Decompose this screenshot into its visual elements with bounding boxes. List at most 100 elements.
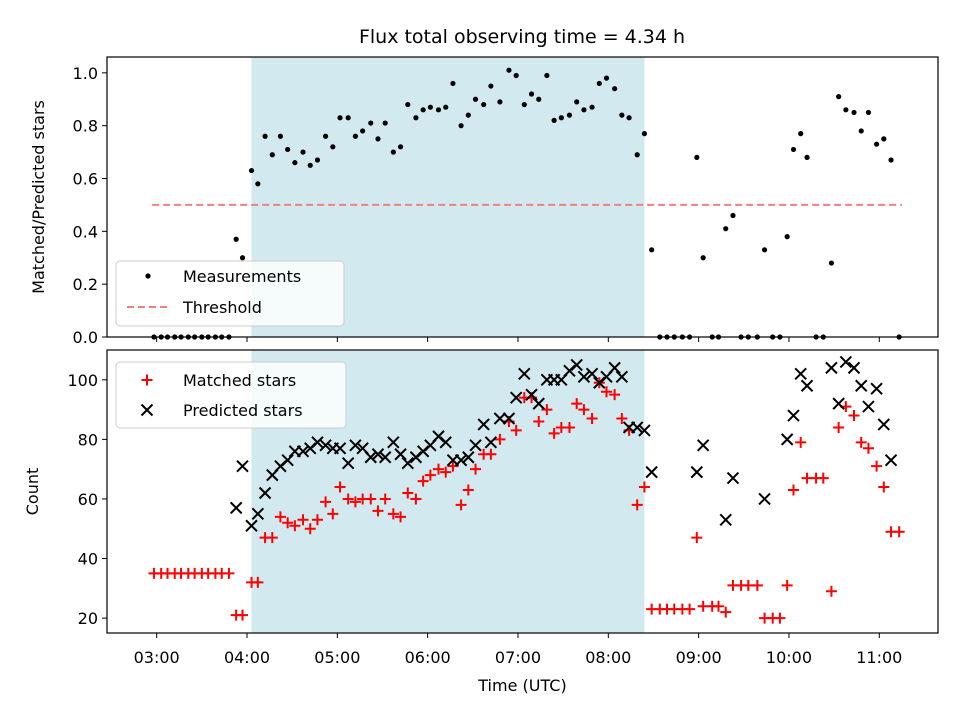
chart-title: Flux total observing time = 4.34 h (359, 26, 685, 48)
measurement-point (551, 117, 557, 123)
matched-point (781, 579, 793, 591)
matched-point (311, 514, 323, 526)
measurement-point (784, 234, 790, 240)
measurement-point (544, 72, 550, 79)
matched-point (713, 600, 725, 612)
bottom-y-axis-label: Count (23, 468, 42, 516)
predicted-point (229, 501, 243, 515)
predicted-point (570, 358, 583, 372)
legend-predicted-marker (140, 403, 154, 417)
predicted-point (319, 439, 332, 452)
measurement-point (472, 96, 479, 102)
legend-matched-marker (141, 374, 153, 386)
predicted-point (532, 397, 545, 410)
predicted-point (577, 370, 591, 384)
y-tick-label: 0.4 (73, 222, 98, 241)
matched-point (402, 487, 414, 499)
x-tick-label: 08:00 (585, 648, 631, 667)
matched-point (320, 496, 332, 508)
measurement-point (292, 160, 298, 166)
y-tick-label: 20 (78, 609, 98, 628)
predicted-point (800, 379, 814, 392)
measurement-point (513, 72, 519, 79)
matched-point (563, 421, 575, 433)
measurement-point (345, 115, 351, 121)
top-legend-box (115, 260, 345, 327)
matched-point (485, 448, 497, 460)
x-tick-label: 11:00 (856, 648, 902, 667)
bottom-y-ticks: 20 40 60 80 100 (67, 371, 107, 628)
measurement-point (307, 162, 313, 168)
x-tick-label: 10:00 (766, 648, 812, 667)
predicted-point (311, 436, 324, 449)
predicted-point (525, 388, 538, 401)
matched-point (424, 469, 436, 481)
matched-point (365, 493, 377, 505)
measurement-point (858, 128, 864, 134)
measurement-point (649, 247, 655, 253)
predicted-point (825, 361, 838, 375)
matched-point (774, 612, 786, 624)
matched-point (571, 398, 583, 410)
measurement-point (262, 133, 268, 139)
matched-point (691, 532, 703, 544)
measurement-point (397, 144, 404, 150)
matched-point (541, 404, 553, 416)
measurement-point (641, 131, 648, 137)
matched-point (417, 475, 429, 487)
measurement-point (413, 115, 419, 121)
y-tick-label: 40 (78, 550, 98, 569)
matched-point (638, 481, 650, 493)
matched-point (447, 460, 459, 472)
measurement-point (427, 104, 433, 110)
y-tick-label: 80 (78, 430, 98, 449)
predicted-point (477, 418, 490, 431)
predicted-point (855, 379, 868, 392)
matched-point (720, 606, 732, 618)
matched-point (855, 436, 867, 448)
x-tick-label: 03:00 (134, 648, 180, 667)
predicted-point (758, 492, 771, 506)
measurement-point (435, 107, 442, 113)
measurement-point (368, 120, 374, 126)
x-tick-label: 05:00 (314, 648, 360, 667)
measurement-point (700, 255, 706, 261)
matched-point (410, 493, 422, 505)
measurement-point (497, 99, 503, 105)
x-tick-label: 04:00 (224, 648, 270, 667)
predicted-star-points (229, 355, 898, 532)
y-tick-label: 0.2 (73, 275, 98, 294)
legend-measurements-label: Measurements (183, 267, 301, 286)
predicted-point (726, 471, 740, 485)
measurement-point (465, 112, 471, 118)
measurement-point (248, 167, 255, 174)
predicted-point (378, 451, 392, 464)
predicted-point (439, 436, 452, 449)
predicted-point (847, 361, 861, 375)
matched-point (455, 499, 467, 511)
matched-point (609, 389, 621, 401)
matched-point (586, 413, 598, 425)
matched-point (304, 523, 316, 535)
x-tick-label: 07:00 (495, 648, 541, 667)
matched-point (462, 484, 474, 496)
measurement-point (360, 128, 366, 134)
predicted-point (870, 382, 883, 395)
predicted-point (884, 454, 898, 467)
bottom-axes-frame (106, 349, 939, 634)
measurement-point (804, 154, 810, 160)
predicted-point (696, 439, 710, 452)
measurement-point (873, 141, 880, 147)
y-tick-label: 0.8 (73, 117, 98, 136)
predicted-point (258, 486, 272, 500)
matched-point (372, 505, 384, 517)
predicted-point (281, 454, 294, 467)
measurement-point (481, 101, 487, 108)
y-tick-label: 0.6 (73, 170, 98, 189)
bottom-legend: Matched stars Predicted stars (115, 361, 347, 429)
bottom-legend-box (115, 361, 347, 429)
matched-point (282, 517, 294, 529)
measurement-point (330, 144, 336, 150)
matched-point (223, 567, 235, 579)
